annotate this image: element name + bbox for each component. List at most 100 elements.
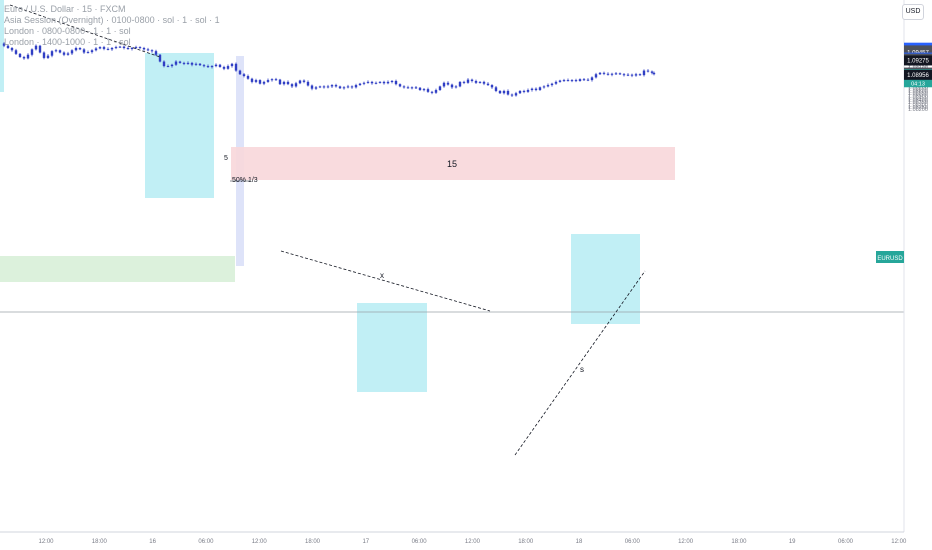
price-tick-label: 1.08600	[908, 89, 928, 95]
trendlines-layer	[9, 4, 646, 456]
candle-body	[414, 87, 418, 89]
fib-label: 50% 1/3	[232, 177, 258, 184]
consolidation-zone-right[interactable]	[571, 234, 640, 324]
candle-body	[582, 79, 586, 81]
candle-body	[546, 85, 550, 87]
candle-body	[174, 61, 178, 65]
candle-body	[114, 47, 118, 49]
price-tick-label: 1.08250	[908, 105, 928, 111]
resistance-zone[interactable]	[231, 147, 675, 180]
time-tick-label: 12:00	[38, 539, 54, 545]
marker-s: s	[580, 365, 584, 374]
candle-body	[54, 50, 58, 52]
candle-body	[234, 63, 238, 71]
legend-line-1: Euro / U.S. Dollar · 15 · FXCM	[4, 4, 126, 14]
candle-body	[86, 52, 90, 54]
candle-body	[362, 82, 366, 84]
candle-body	[482, 81, 486, 84]
candle-body	[274, 79, 278, 81]
candle-body	[326, 86, 330, 88]
price-tick-label: 1.08500	[908, 93, 928, 99]
candle-body	[510, 94, 514, 96]
candle-body	[366, 81, 370, 83]
candle-body	[402, 86, 406, 88]
candle-body	[574, 80, 578, 82]
candle-body	[558, 80, 562, 82]
candle-body	[634, 74, 638, 76]
candle-body	[298, 80, 302, 84]
time-tick-label: 06:00	[198, 539, 214, 545]
chart-legend: Euro / U.S. Dollar · 15 · FXCM Asia Sess…	[4, 4, 220, 48]
candle-body	[434, 90, 438, 93]
zone-label-15: 15	[447, 159, 457, 169]
candle-body	[618, 73, 622, 75]
candle-body	[134, 47, 138, 49]
time-tick-label: 18	[576, 539, 583, 545]
currency-button[interactable]: USD	[902, 4, 924, 20]
candle-body	[102, 47, 106, 49]
time-tick-label: 16	[149, 539, 156, 545]
candle-body	[26, 54, 30, 59]
time-tick-label: 12:00	[465, 539, 481, 545]
demand-zone[interactable]	[0, 256, 235, 282]
candle-body	[218, 64, 222, 67]
candle-body	[194, 63, 198, 65]
candle-body	[142, 48, 146, 50]
candle-body	[390, 80, 394, 82]
candle-body	[198, 63, 202, 66]
candle-body	[70, 50, 74, 54]
price-scale[interactable]	[904, 0, 932, 550]
candle-body	[622, 74, 626, 76]
legend-line-4: London · 1400-1000 · 1 · 1 · sol	[4, 37, 131, 47]
candle-body	[286, 81, 290, 85]
candle-body	[498, 90, 502, 94]
candle-body	[166, 66, 170, 68]
candle-body	[374, 82, 378, 84]
time-tick-label: 18:00	[518, 539, 534, 545]
candle-body	[34, 45, 38, 50]
supply-zone-left[interactable]	[145, 53, 214, 198]
candle-body	[642, 70, 646, 76]
candle-body	[454, 86, 458, 88]
candle-body	[342, 87, 346, 89]
consolidation-zone-mid[interactable]	[357, 303, 427, 392]
candle-body	[154, 51, 158, 55]
trendline-top[interactable]	[9, 4, 161, 58]
time-axis-ticks: 12:00 18:00 16 06:00 12:00 18:00 17 06:00 12:00 1…	[38, 539, 906, 545]
trendline-up[interactable]	[514, 270, 646, 456]
candle-body	[650, 71, 654, 73]
candle-body	[222, 66, 226, 69]
candle-body	[162, 61, 166, 67]
candle-body	[490, 85, 494, 88]
candle-body	[594, 74, 598, 78]
time-tick-label: 06:00	[625, 539, 641, 545]
candle-body	[246, 76, 250, 79]
candle-body	[266, 80, 270, 82]
time-tick-label: 12:00	[891, 539, 907, 545]
candle-body	[394, 80, 398, 85]
candle-body	[534, 88, 538, 91]
candle-body	[638, 74, 642, 76]
time-tick-label: 17	[362, 539, 369, 545]
time-tick-label: 06:00	[838, 539, 854, 545]
time-tick-label: 18:00	[305, 539, 321, 545]
candle-body	[190, 62, 194, 65]
candle-body	[238, 70, 242, 75]
candle-body	[302, 80, 306, 82]
candle-body	[462, 81, 466, 83]
time-tick-label: 12:00	[678, 539, 694, 545]
candle-body	[578, 79, 582, 81]
candle-body	[94, 48, 98, 51]
candle-body	[630, 74, 634, 76]
symbol-price-tag: EURUSD	[876, 251, 904, 263]
candle-body	[42, 52, 46, 58]
candle-body	[458, 81, 462, 87]
time-scale[interactable]	[0, 532, 904, 550]
candle-body	[386, 81, 390, 84]
candle-body	[566, 80, 570, 82]
candle-body	[318, 86, 322, 88]
candle-body	[182, 62, 186, 64]
trendline-mid[interactable]	[280, 250, 491, 312]
faint-box-left	[0, 0, 4, 92]
